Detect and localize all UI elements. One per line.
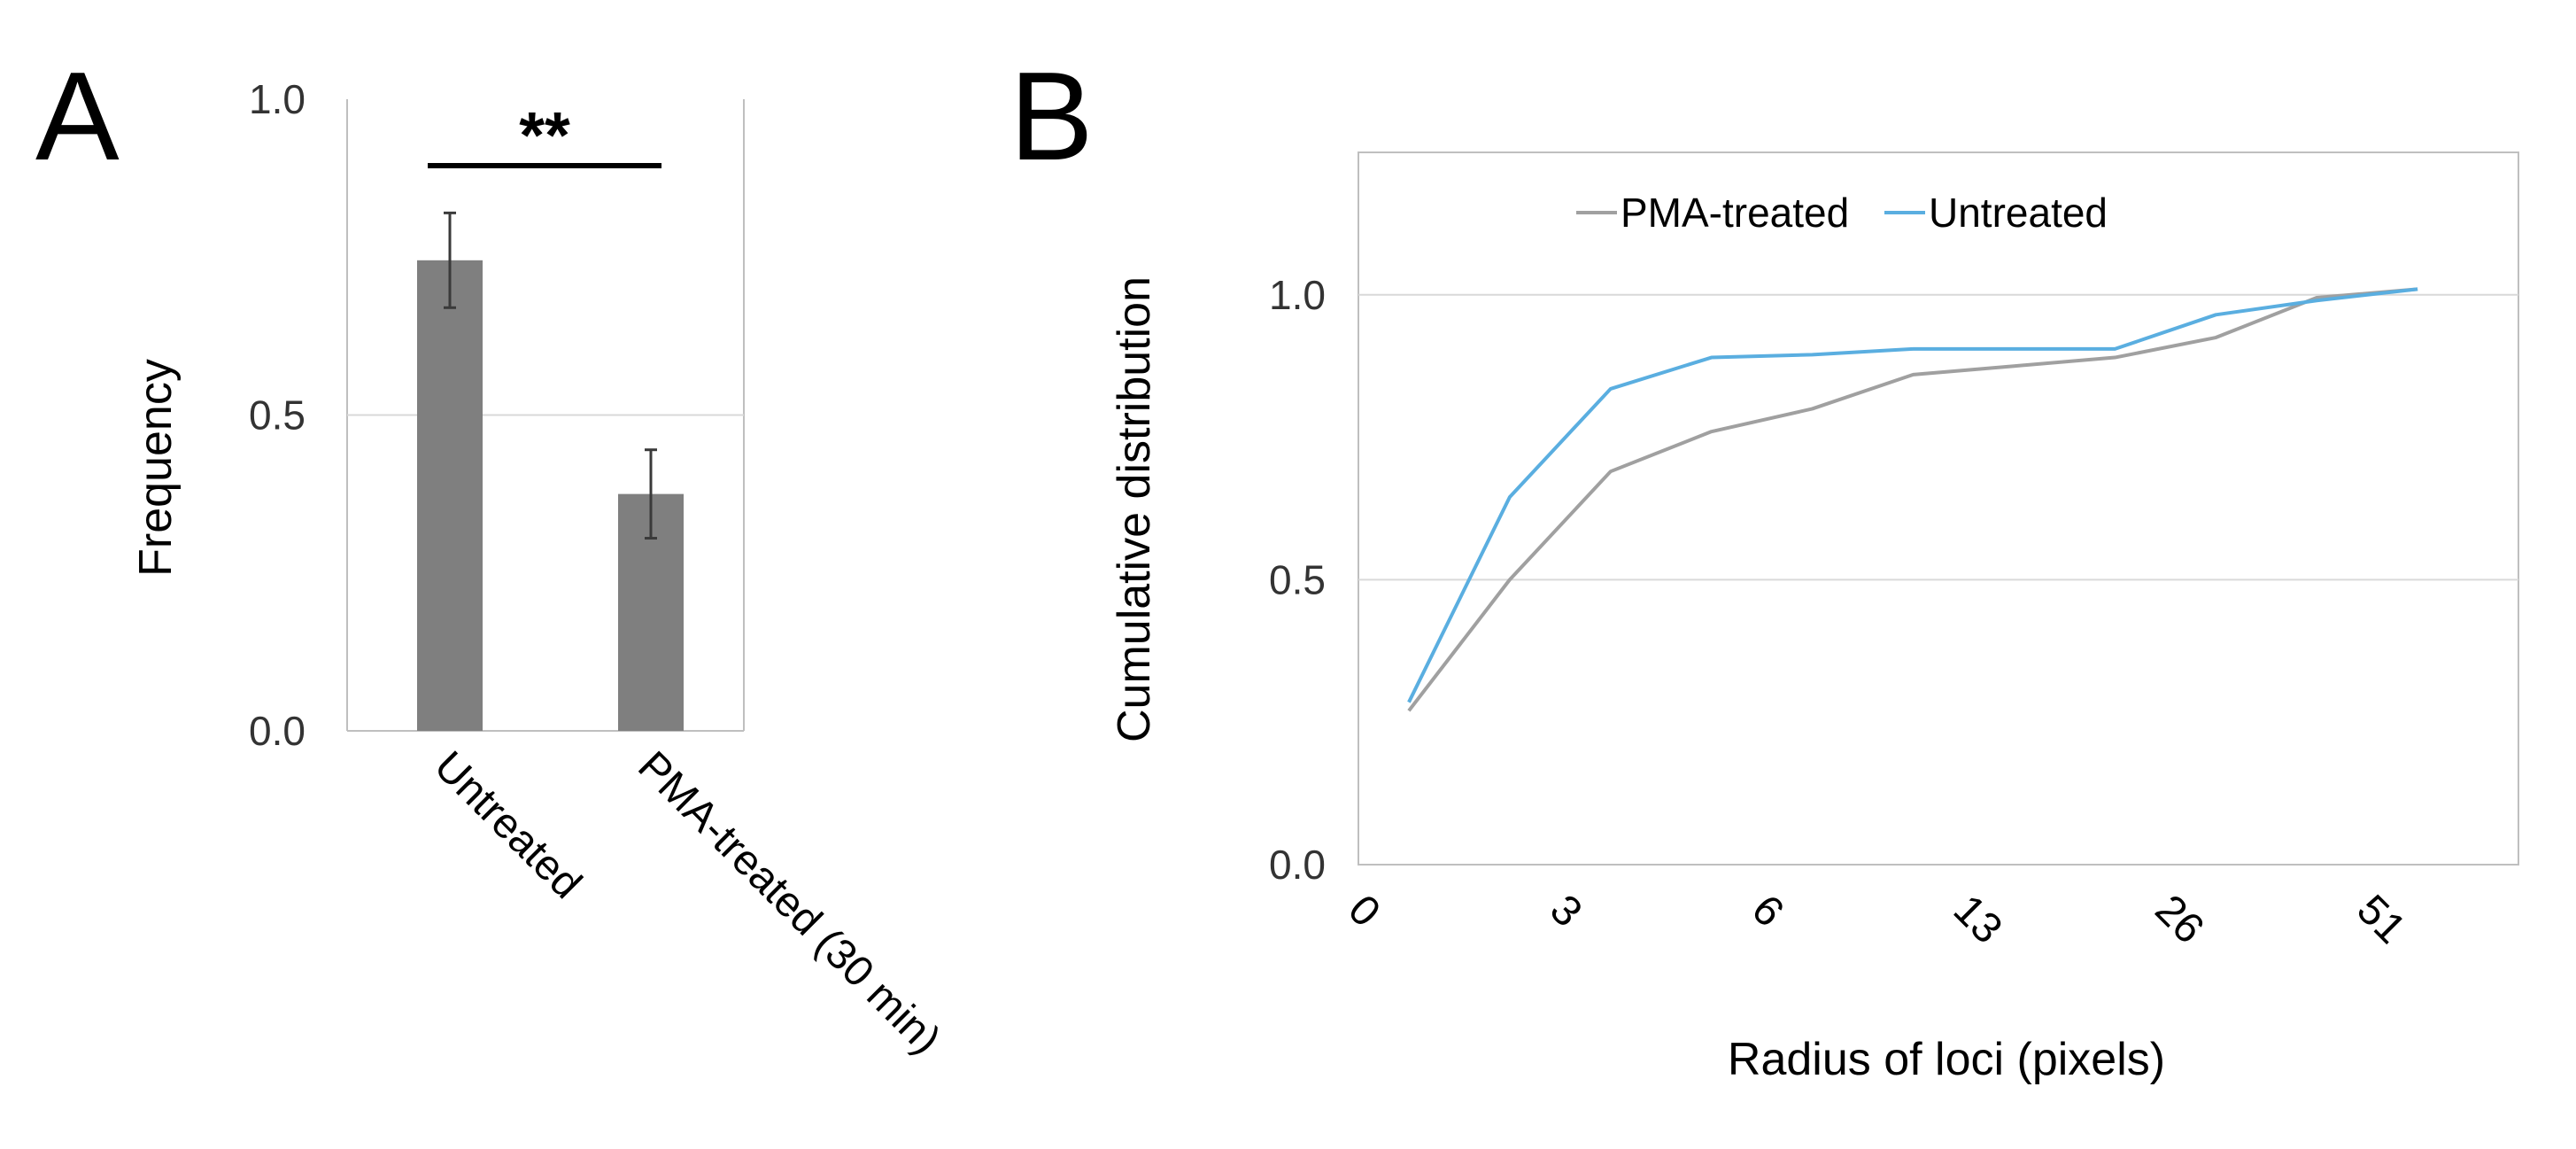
line-chart-x-tick-label: 26 (2147, 886, 2213, 952)
line-series-untreated (1407, 287, 2418, 703)
bar-untreated (417, 260, 483, 731)
bar-chart-x-tick-label: PMA-treated (30 min) (629, 742, 949, 1063)
line-chart-y-tick-label: 0.0 (1269, 842, 1326, 888)
legend-label-pma-treated: PMA-treated (1621, 190, 1849, 236)
legend-label-untreated: Untreated (1929, 190, 2108, 236)
line-chart-x-tick-label: 6 (1743, 886, 1792, 936)
error-bar-pma-treated (645, 448, 657, 540)
line-chart-frame (1358, 151, 2519, 866)
line-chart-x-tick-label: 3 (1541, 886, 1590, 936)
line-series-pma-treated (1407, 287, 2418, 712)
bar-chart-x-tick-label: Untreated (425, 742, 591, 908)
bar-chart-y-tick-label: 0.0 (249, 708, 306, 754)
line-chart-x-tick-label: 0 (1339, 886, 1389, 936)
line-chart-x-tick-label: 13 (1945, 886, 2011, 952)
significance-label: ** (519, 98, 570, 172)
line-chart-y-tick-label: 1.0 (1269, 272, 1326, 318)
bar-chart-panel-a: 0.0 0.5 1.0 Frequency ** Untreated PMA-t… (130, 76, 949, 1063)
panel-b-label: B (1010, 46, 1094, 187)
line-chart-panel-b: 0.0 0.5 1.0 Cumulative distribution PMA-… (1109, 151, 2519, 1085)
error-bar-untreated (444, 211, 456, 309)
bar-chart-y-tick-label: 0.5 (249, 392, 306, 439)
bar-chart-y-axis-title: Frequency (130, 359, 182, 577)
panel-a-label: A (35, 46, 120, 187)
line-chart-y-axis-title: Cumulative distribution (1109, 276, 1160, 742)
line-chart-x-tick-label: 51 (2348, 886, 2414, 952)
bar-chart-y-tick-label: 1.0 (249, 76, 306, 122)
line-chart-x-axis-title: Radius of loci (pixels) (1728, 1034, 2165, 1085)
line-chart-y-tick-label: 0.5 (1269, 556, 1326, 602)
